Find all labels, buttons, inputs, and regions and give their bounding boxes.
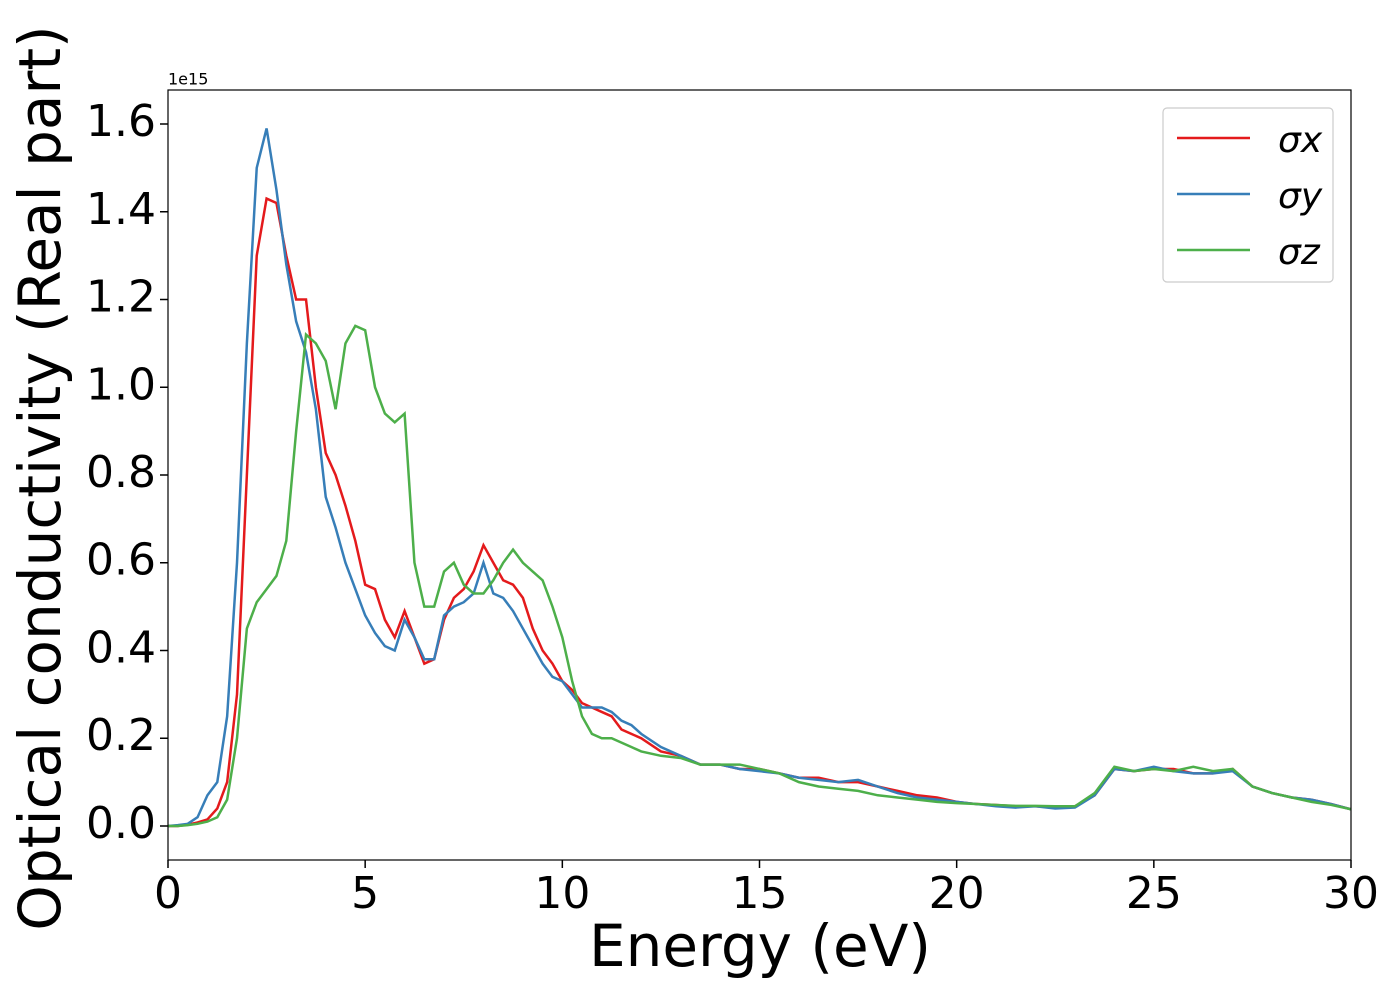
x-tick-label: 25 xyxy=(1126,868,1182,919)
y-tick-label: 0.4 xyxy=(86,622,156,673)
x-tick-label: 5 xyxy=(351,868,379,919)
x-axis-label: Energy (eV) xyxy=(589,912,931,980)
series-line xyxy=(168,128,1351,828)
y-tick-label: 1.2 xyxy=(86,272,156,323)
legend-label: σy xyxy=(1278,176,1323,217)
y-tick-label: 0.8 xyxy=(86,447,156,498)
legend-label: σx xyxy=(1278,120,1323,161)
x-tick-label: 20 xyxy=(929,868,985,919)
x-tick-label: 15 xyxy=(732,868,788,919)
offset-text: 1e15 xyxy=(168,70,208,89)
y-tick-label: 0.6 xyxy=(86,535,156,586)
y-tick-label: 0.2 xyxy=(86,710,156,761)
x-tick-label: 10 xyxy=(534,868,590,919)
y-tick-label: 1.4 xyxy=(86,184,156,235)
y-tick-label: 0.0 xyxy=(86,798,156,849)
y-tick-label: 1.6 xyxy=(86,96,156,147)
legend-label: σz xyxy=(1278,232,1321,273)
x-tick-label: 0 xyxy=(154,868,182,919)
y-tick-label: 1.0 xyxy=(86,359,156,410)
series-line xyxy=(168,196,1351,828)
y-axis-label: Optical conductivity (Real part) xyxy=(6,25,74,930)
series-line xyxy=(168,324,1351,828)
x-tick-label: 30 xyxy=(1323,868,1379,919)
plot-frame xyxy=(167,89,1352,861)
